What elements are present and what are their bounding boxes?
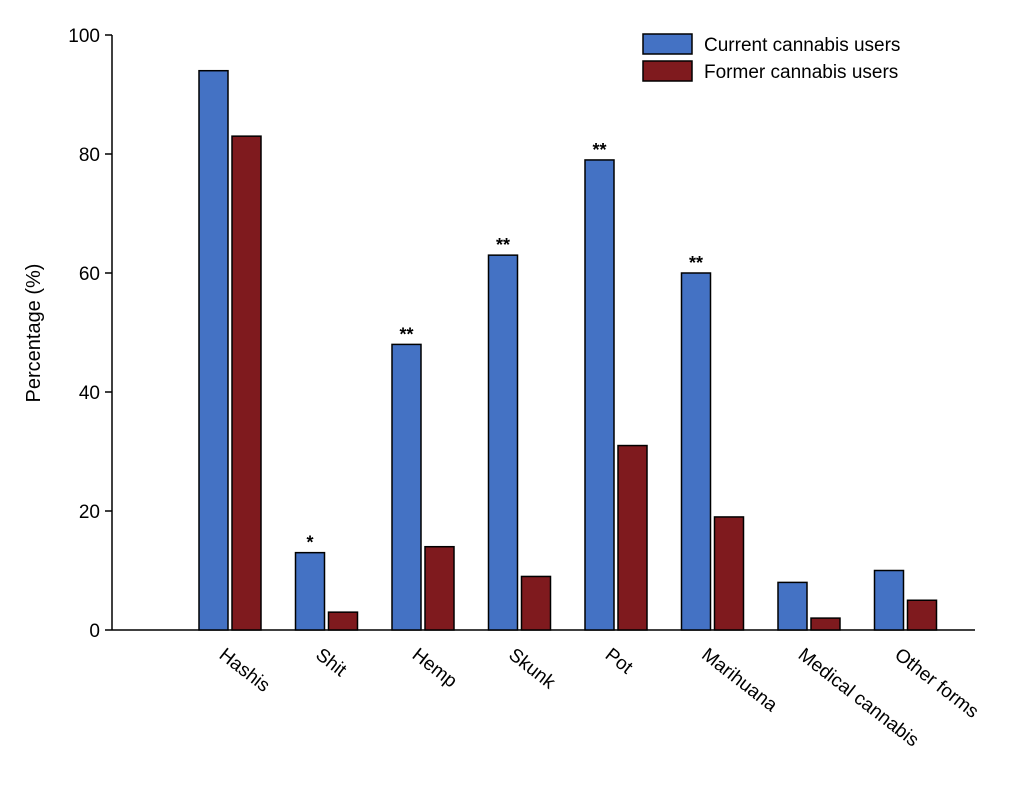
significance-marker: * — [306, 533, 313, 553]
x-category-label: Skunk — [504, 644, 559, 693]
legend-label-former: Former cannabis users — [704, 62, 898, 83]
bar-current-medical-cannabis — [777, 581, 808, 631]
legend-label-current: Current cannabis users — [704, 35, 900, 56]
bar-current-skunk — [487, 254, 519, 631]
legend-swatch-former — [642, 60, 693, 82]
legend: Current cannabis users Former cannabis us… — [642, 33, 900, 83]
bar-current-shit — [294, 551, 326, 631]
y-tick-label: 0 — [89, 621, 100, 642]
x-category-label: Hashis — [215, 644, 274, 696]
bar-current-hashis — [198, 69, 229, 631]
y-axis-title: Percentage (%) — [23, 264, 45, 403]
x-category-label: Marihuana — [697, 644, 781, 716]
bar-current-marihuana — [680, 272, 712, 631]
bar-current-hemp — [391, 343, 422, 631]
y-tick-label: 40 — [79, 383, 100, 404]
y-tick-label: 80 — [79, 145, 100, 166]
bars — [198, 69, 938, 631]
significance-marker: ** — [689, 253, 703, 273]
x-category-label: Pot — [601, 644, 637, 679]
x-category-label: Shit — [311, 644, 350, 681]
bar-current-other-forms — [873, 569, 905, 631]
legend-swatch-current — [642, 33, 693, 55]
y-tick-label: 100 — [68, 26, 100, 47]
y-tick-label: 60 — [79, 264, 100, 285]
significance-marker: ** — [496, 235, 510, 255]
bar-former-medical-cannabis — [810, 617, 841, 631]
significance-annotations: ********* — [306, 140, 703, 553]
significance-marker: ** — [592, 140, 606, 160]
category-labels: Hashis Shit Hemp Skunk Pot Marihuana Medical c… — [215, 644, 982, 751]
bar-former-marihuana — [713, 516, 745, 631]
bar-former-hemp — [424, 545, 455, 631]
bar-former-pot — [617, 444, 648, 631]
bar-former-skunk — [520, 575, 552, 631]
y-tick-label: 20 — [79, 502, 100, 523]
bar-former-hashis — [231, 135, 262, 631]
significance-marker: ** — [399, 324, 413, 344]
bar-former-shit — [327, 611, 359, 631]
bar-former-other-forms — [906, 599, 938, 631]
x-category-label: Other forms — [890, 644, 982, 722]
x-category-label: Hemp — [408, 644, 461, 692]
bar-current-pot — [584, 159, 615, 631]
